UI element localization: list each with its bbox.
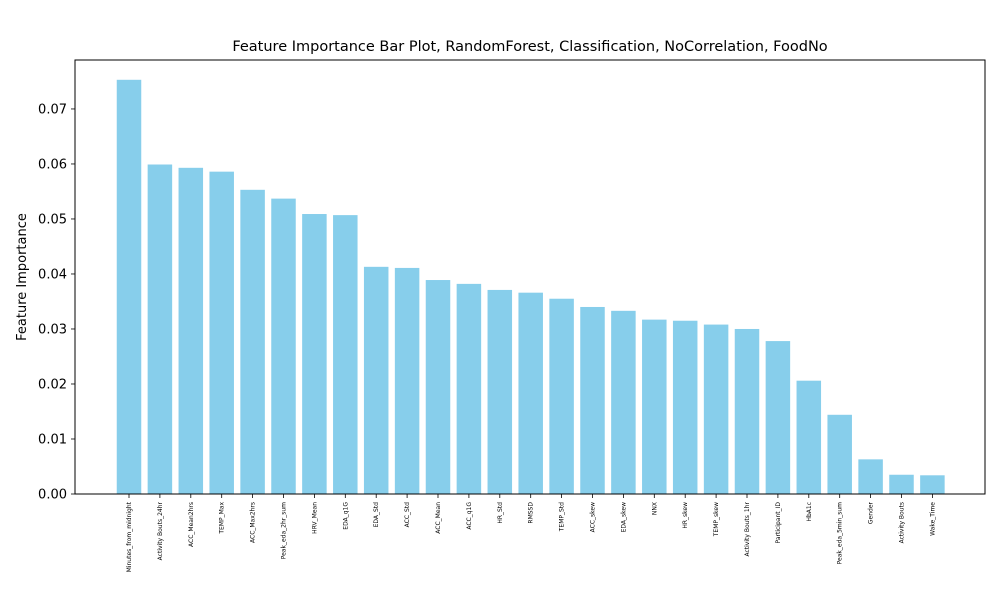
bar-hr-std	[487, 289, 513, 494]
bar-temp-max	[209, 171, 234, 494]
bar-activity-bouts	[889, 474, 914, 494]
x-tick-label: Gender	[868, 501, 875, 524]
y-ticks-group: 0.00 0.01 0.02 0.03 0.04 0.05 0.06 0.07	[38, 102, 75, 503]
bar-wake-time	[920, 475, 945, 494]
x-tick-label: ACC_Mean2hrs	[188, 502, 195, 547]
x-tick-label: Activity Bouts_1hr	[744, 501, 751, 556]
x-tick-label: Wake_Time	[929, 502, 936, 536]
y-tick-label: 0.03	[38, 322, 67, 337]
x-tick-label: HRV_Mean	[311, 502, 318, 534]
x-tick-label: ACC_Std	[404, 502, 411, 528]
x-tick-label: Activity Bouts_24hr	[157, 501, 164, 560]
x-tick-label: HR_Std	[497, 502, 504, 524]
bar-acc-mean	[425, 280, 451, 494]
x-ticks-group: Minutes_from_midnight Activity Bouts_24hr…	[126, 494, 936, 572]
x-tick-label: TEMP_skew	[713, 502, 720, 537]
bar-eda-std	[363, 266, 389, 494]
y-tick-label: 0.07	[38, 102, 67, 117]
x-tick-label: HR_skew	[682, 502, 689, 529]
y-axis-label: Feature Importance	[15, 213, 30, 341]
y-tick-label: 0.06	[38, 157, 67, 172]
bar-acc-max2hrs	[240, 189, 265, 494]
x-tick-label: Activity Bouts	[899, 502, 906, 543]
bar-peak-eda-2hr-sum	[271, 198, 296, 494]
bar-peak-eda-5min-sum	[827, 414, 852, 494]
bar-activity-bouts-24hr	[147, 164, 173, 494]
bar-hba1c	[796, 380, 822, 494]
bar-hrv-mean	[302, 214, 327, 494]
x-tick-label: TEMP_Std	[559, 502, 566, 532]
y-tick-label: 0.02	[38, 377, 67, 392]
x-tick-label: ACC_Mean	[435, 502, 442, 534]
bar-eda-skew	[611, 310, 636, 494]
x-tick-label: Peak_eda_5min_sum	[837, 502, 844, 564]
bar-hr-skew	[672, 320, 698, 494]
x-tick-label: TEMP_Max	[219, 502, 226, 535]
bar-eda-q1g	[333, 215, 358, 494]
bar-acc-skew	[580, 306, 605, 494]
x-tick-label: EDA_Std	[373, 502, 380, 528]
bar-acc-q1g	[456, 283, 482, 494]
x-tick-label: Peak_eda_2hr_sum	[281, 502, 288, 559]
bar-rmssd	[518, 292, 543, 494]
y-tick-label: 0.05	[38, 212, 67, 227]
y-tick-label: 0.01	[38, 432, 67, 447]
bar-gender	[858, 459, 883, 494]
x-tick-label: EDA_skew	[620, 502, 627, 532]
bar-acc-mean2hrs	[178, 167, 204, 494]
x-tick-label: ACC_Max2hrs	[250, 502, 257, 543]
plot-frame	[74, 59, 986, 495]
y-tick-label: 0.04	[38, 267, 67, 282]
x-tick-label: ACC_q1G	[466, 502, 473, 530]
x-tick-label: NNX	[651, 502, 658, 515]
y-tick-label: 0.00	[38, 488, 67, 503]
chart-title: Feature Importance Bar Plot, RandomFores…	[232, 39, 827, 55]
bar-acc-std	[394, 267, 420, 494]
bar-temp-std	[549, 298, 574, 494]
bars-group	[116, 79, 945, 495]
x-tick-label: HbA1c	[806, 502, 813, 522]
bar-participant-id	[765, 341, 791, 494]
bar-activity-bouts-1hr	[734, 328, 760, 494]
x-tick-label: ACC_skew	[590, 502, 597, 532]
bar-nnx	[642, 319, 667, 494]
x-tick-label: EDA_q1G	[342, 502, 349, 530]
x-tick-label: RMSSD	[528, 502, 535, 524]
bar-minutes-from-midnight	[116, 79, 142, 495]
x-tick-label: Participant_ID	[775, 502, 782, 544]
bar-temp-skew	[703, 324, 729, 494]
x-tick-label: Minutes_from_midnight	[126, 501, 133, 572]
